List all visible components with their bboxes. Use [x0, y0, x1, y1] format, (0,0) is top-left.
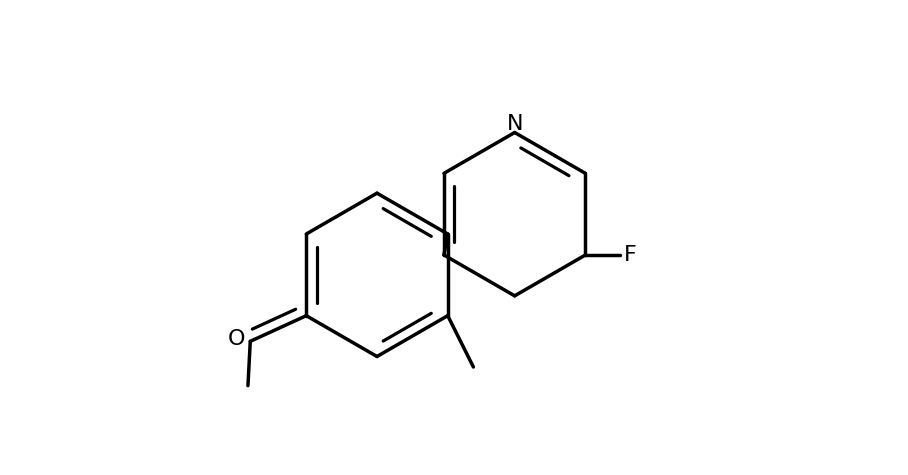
Text: O: O: [228, 329, 245, 349]
Text: N: N: [507, 114, 523, 134]
Text: F: F: [625, 245, 637, 265]
